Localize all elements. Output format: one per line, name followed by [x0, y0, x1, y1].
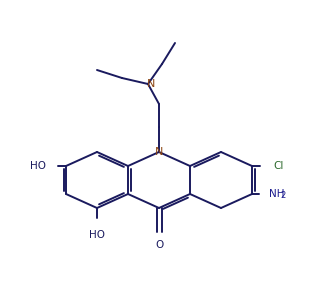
Text: NH: NH — [269, 189, 285, 199]
Text: 2: 2 — [280, 191, 285, 200]
Text: HO: HO — [30, 161, 46, 171]
Text: O: O — [155, 240, 163, 250]
Text: N: N — [147, 79, 155, 89]
Text: HO: HO — [89, 230, 105, 240]
Text: Cl: Cl — [273, 161, 283, 171]
Text: N: N — [155, 147, 163, 157]
